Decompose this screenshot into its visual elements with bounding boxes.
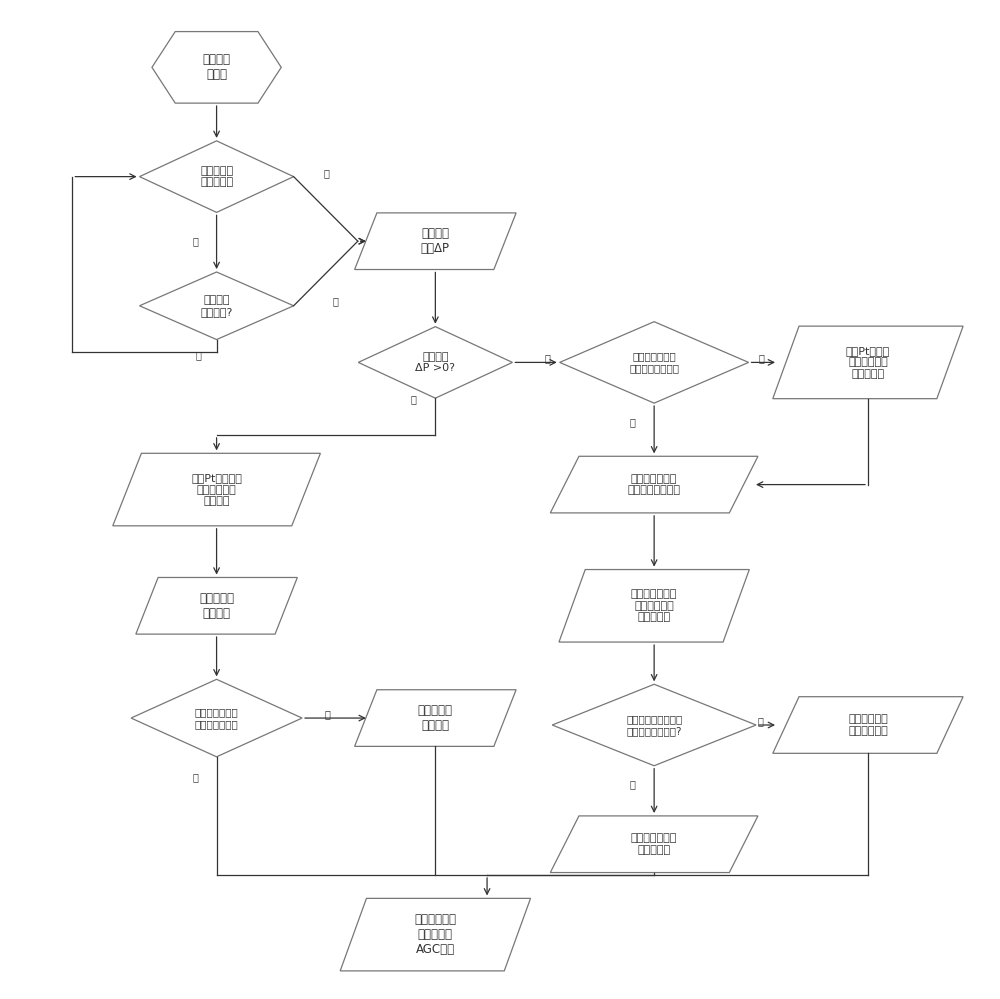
Text: 将低电价总有功
按裕度分配给
低电价厂站: 将低电价总有功 按裕度分配给 低电价厂站 <box>631 589 677 622</box>
Text: 降低高电价
厂站有功: 降低高电价 厂站有功 <box>418 704 453 732</box>
Text: 探测定时
器时间到?: 探测定时 器时间到? <box>200 295 233 317</box>
Text: 否: 否 <box>196 351 202 361</box>
Text: 是: 是 <box>758 716 763 726</box>
Text: 是: 是 <box>545 354 551 364</box>
Text: 是: 是 <box>323 169 329 179</box>
Text: 低电价厂站
降低有功: 低电价厂站 降低有功 <box>199 591 234 619</box>
Text: 低电价厂站有功
降低到最小限值: 低电价厂站有功 降低到最小限值 <box>195 707 238 729</box>
Text: 使用Pt探测因
子探测高价电
站发电能力: 使用Pt探测因 子探测高价电 站发电能力 <box>846 346 890 379</box>
Text: 将分配结果发
送到各厂站
AGC模块: 将分配结果发 送到各厂站 AGC模块 <box>414 913 456 956</box>
Text: 是: 是 <box>759 354 764 364</box>
Text: 是否需要探测高
电价厂站发电能力: 是否需要探测高 电价厂站发电能力 <box>629 352 679 374</box>
Text: 低电价厂站按裕
度增加有功: 低电价厂站按裕 度增加有功 <box>631 833 677 855</box>
Text: 有功增量
ΔP >0?: 有功增量 ΔP >0? <box>415 352 455 374</box>
Text: 否: 否 <box>629 417 635 427</box>
Text: 使用Pt探测因子
探测高价电站
发电能力: 使用Pt探测因子 探测高价电站 发电能力 <box>191 473 242 506</box>
Text: 低电价厂站按
裕度降低有功: 低电价厂站按 裕度降低有功 <box>848 714 888 736</box>
Text: 计算有功
增量ΔP: 计算有功 增量ΔP <box>421 227 450 255</box>
Text: 启动探测
定时器: 启动探测 定时器 <box>203 53 231 81</box>
Text: 否: 否 <box>629 779 635 789</box>
Text: 否: 否 <box>193 772 199 782</box>
Text: 是: 是 <box>324 709 330 719</box>
Text: 是: 是 <box>333 296 339 306</box>
Text: 将总有功按裕度
分配给高电价厂站: 将总有功按裕度 分配给高电价厂站 <box>628 474 681 496</box>
Text: 否: 否 <box>411 395 416 405</box>
Text: 低电价厂站总有功分
配值比当前实发小?: 低电价厂站总有功分 配值比当前实发小? <box>626 714 682 736</box>
Text: 接收到调度
总有功指令: 接收到调度 总有功指令 <box>200 166 233 188</box>
Text: 否: 否 <box>193 236 199 246</box>
